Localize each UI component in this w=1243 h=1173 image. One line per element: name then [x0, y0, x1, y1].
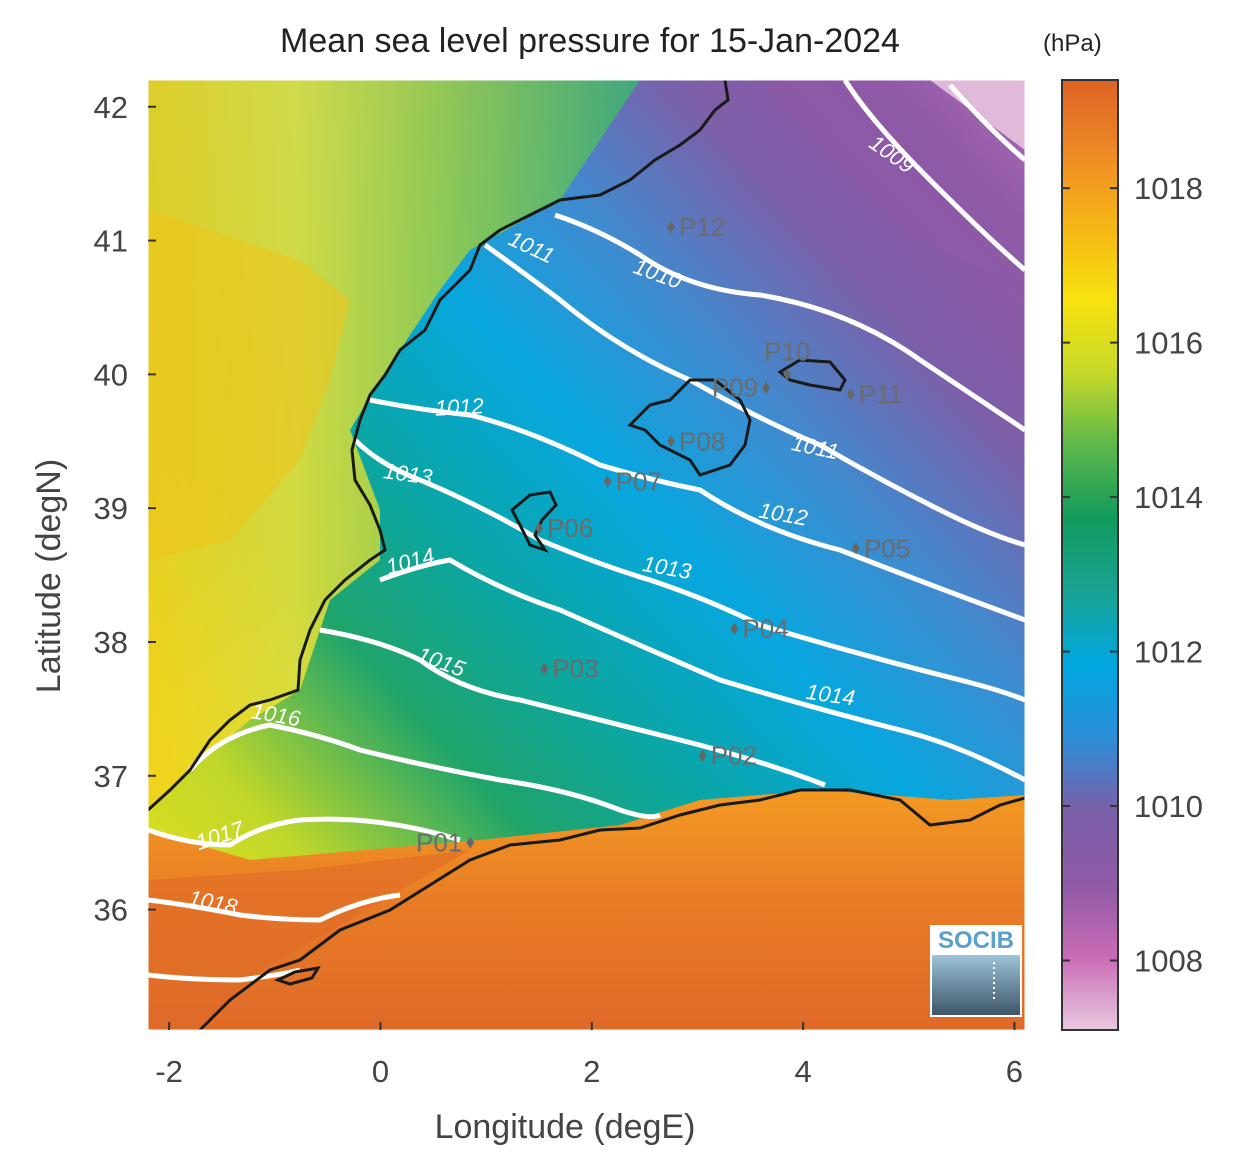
- y-tick-label: 41: [94, 224, 128, 259]
- iberian-coast: [148, 80, 730, 812]
- station-label: P03: [552, 654, 598, 684]
- y-tick-label: 37: [94, 759, 128, 794]
- map-frame: [147, 79, 1026, 1031]
- isobar-1018: [148, 892, 401, 923]
- y-tick-label: 36: [94, 893, 128, 928]
- colorbar-tick-label: 1008: [1134, 943, 1203, 978]
- x-tick-label: 0: [372, 1054, 389, 1089]
- colorbar-tick-label: 1016: [1134, 326, 1203, 361]
- y-tick-label: 38: [94, 625, 128, 660]
- x-tick-label: 6: [1006, 1054, 1023, 1089]
- x-axis-ticks: -2 0 2 4 6: [155, 1022, 1023, 1089]
- station-label: P07: [616, 466, 662, 496]
- station-label: P01: [416, 828, 462, 858]
- isobar-1011: [483, 242, 1025, 548]
- station-marker: [466, 836, 475, 849]
- isobar-1009-corner: [948, 83, 1025, 162]
- x-tick-label: 4: [794, 1054, 811, 1089]
- station-label: P11: [859, 379, 903, 409]
- isobar-lines: [148, 80, 1025, 983]
- colorbar-tick-label: 1010: [1134, 789, 1203, 824]
- isobar-label: 1012: [434, 393, 484, 421]
- coastlines: [148, 80, 1025, 1030]
- y-tick-label: 42: [94, 90, 128, 125]
- colorbar-units: (hPa): [1043, 30, 1102, 57]
- station-marker: [730, 622, 739, 635]
- station-marker: [534, 522, 543, 535]
- x-tick-label: 2: [583, 1054, 600, 1089]
- x-tick-label: -2: [155, 1054, 183, 1089]
- chart-title: Mean sea level pressure for 15-Jan-2024: [280, 22, 900, 60]
- isobar-1015: [319, 627, 826, 788]
- station-label: P09: [712, 373, 758, 403]
- station-marker: [540, 662, 549, 675]
- colorbar-tick-label: 1014: [1134, 480, 1203, 515]
- station-marker: [603, 475, 612, 488]
- alboran-island: [273, 965, 321, 986]
- isobar-1013: [353, 438, 1025, 703]
- colorbar-tick-label: 1018: [1134, 171, 1203, 206]
- mallorca-coast: [627, 378, 752, 477]
- isobar-1018b: [148, 967, 301, 983]
- station-marker: [846, 388, 855, 401]
- isobar-1017: [148, 816, 461, 848]
- colorbar-tick-label: 1012: [1134, 635, 1203, 670]
- isobar-1009: [842, 80, 1025, 272]
- station-marker: [698, 749, 707, 762]
- y-axis-ticks: 36 37 38 39 40 41 42: [94, 90, 156, 928]
- station-label: P08: [679, 426, 725, 456]
- logo-text: SOCIB: [938, 927, 1014, 954]
- colorbar-ticks: 1008 1010 1012 1014 1016 1018: [1062, 171, 1203, 978]
- station-marker: [783, 368, 792, 381]
- station-marker: [667, 221, 676, 234]
- menorca-coast: [777, 358, 847, 392]
- station-marker: [762, 381, 771, 394]
- isobar-1014: [379, 557, 1025, 783]
- socib-logo: SOCIB: [930, 925, 1022, 1017]
- y-axis-label: Latitude (degN): [30, 459, 68, 693]
- isobar-1010: [554, 212, 1025, 433]
- station-label: P04: [742, 614, 788, 644]
- station-label: P02: [711, 741, 757, 771]
- y-tick-label: 39: [94, 491, 128, 526]
- station-label: P12: [679, 212, 725, 242]
- isobar-1012: [369, 397, 1025, 623]
- y-tick-label: 40: [94, 357, 128, 392]
- africa-coast: [198, 788, 1025, 1030]
- station-marker: [667, 435, 676, 448]
- colorbar: [1061, 79, 1119, 1031]
- station-label: P10: [764, 336, 810, 366]
- station-label: P05: [864, 533, 910, 563]
- station-marker: [851, 542, 860, 555]
- isobar-1016: [188, 722, 662, 820]
- station-label: P06: [547, 513, 593, 543]
- x-axis-label: Longitude (degE): [435, 1108, 696, 1146]
